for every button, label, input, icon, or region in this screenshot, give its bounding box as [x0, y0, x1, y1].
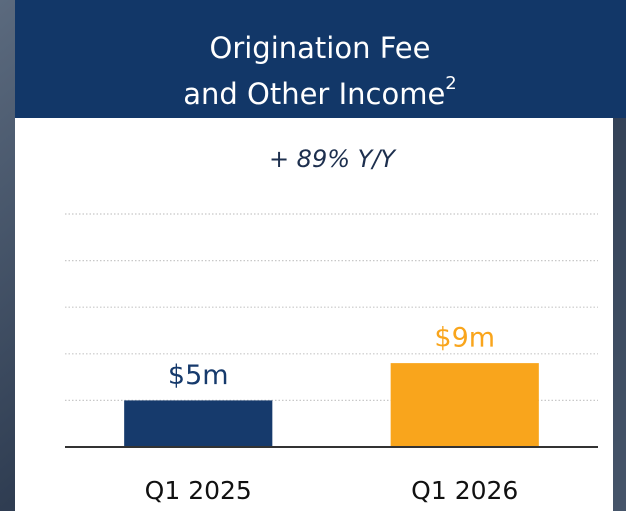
- title-line: Origination Fee: [210, 31, 431, 65]
- x-tick-label: Q1 2025: [145, 476, 252, 505]
- data-label: $9m: [434, 323, 495, 354]
- bar: [124, 400, 273, 447]
- title-text: and Other Income: [183, 77, 445, 111]
- title-superscript: 2: [445, 73, 456, 94]
- panel: [15, 118, 613, 511]
- data-label: $5m: [168, 360, 229, 391]
- x-tick-label: Q1 2026: [411, 476, 518, 505]
- title-line: and Other Income2: [183, 73, 457, 111]
- header: [15, 0, 626, 118]
- subtitle: + 89% Y/Y: [269, 145, 397, 173]
- bar: [390, 363, 539, 447]
